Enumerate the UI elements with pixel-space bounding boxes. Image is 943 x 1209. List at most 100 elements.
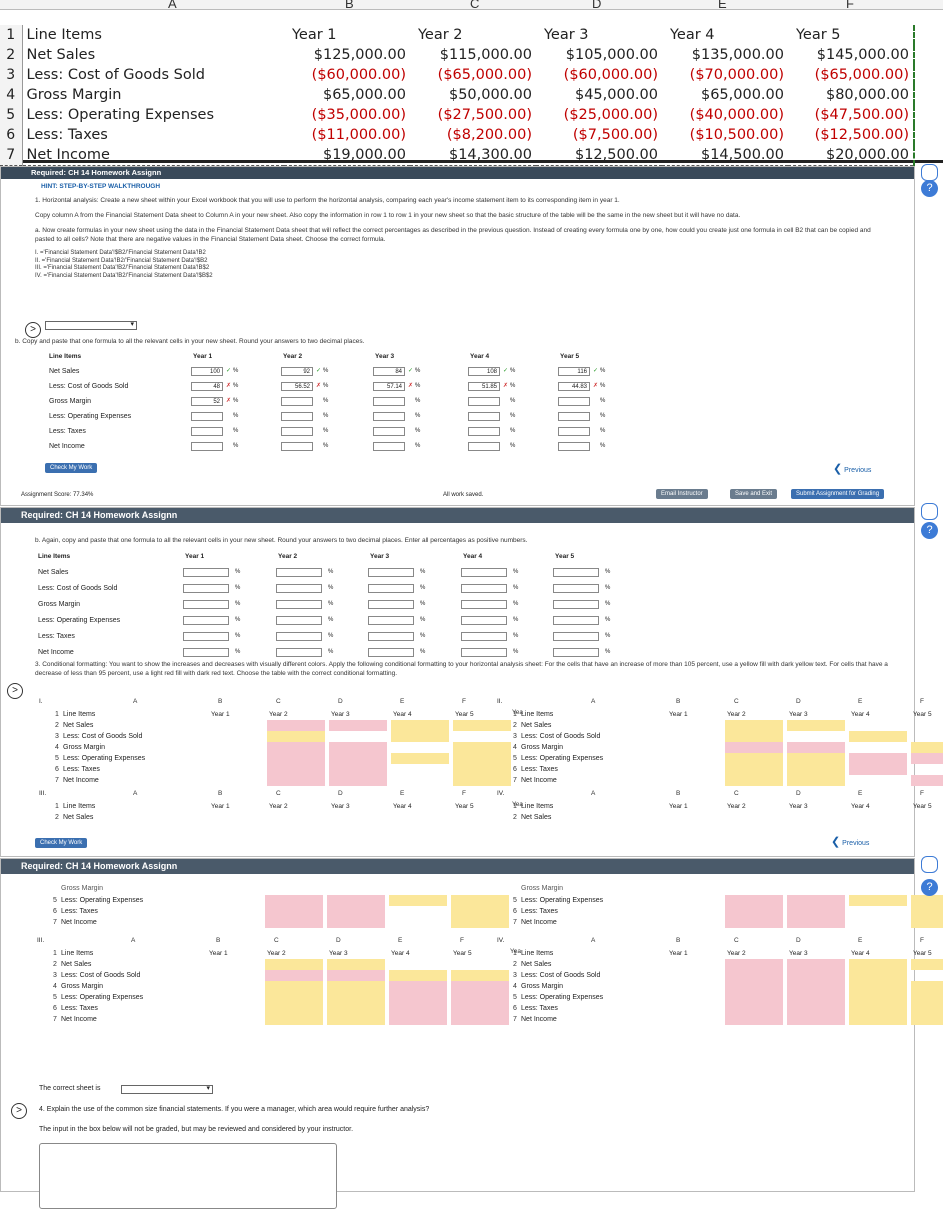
value-cell[interactable]: Year 5 (788, 25, 915, 45)
value-cell[interactable]: Year 2 (418, 27, 463, 43)
check-my-work-button[interactable]: Check My Work (45, 463, 98, 473)
value-cell[interactable]: ($40,000.00) (689, 107, 784, 123)
answer-textarea[interactable] (39, 1143, 337, 1209)
percent-input[interactable] (183, 568, 229, 577)
percent-input[interactable] (368, 632, 414, 641)
percent-input[interactable] (191, 442, 223, 451)
value-cell[interactable]: ($10,500.00) (689, 127, 784, 143)
percent-input[interactable]: 84 (373, 367, 405, 376)
chevron-right-icon[interactable]: > (11, 1103, 27, 1119)
value-cell[interactable]: ($7,500.00) (572, 127, 658, 143)
value-cell[interactable]: ($65,000.00) (437, 67, 532, 83)
value-cell[interactable]: $105,000.00 (565, 47, 658, 63)
percent-input[interactable] (281, 427, 313, 436)
percent-input[interactable] (553, 568, 599, 577)
percent-input[interactable] (373, 427, 405, 436)
percent-input[interactable] (183, 632, 229, 641)
value-cell[interactable]: ($65,000.00) (788, 65, 915, 85)
formula-dropdown[interactable] (45, 320, 137, 330)
line-item-label[interactable]: Net Income (21, 145, 284, 166)
percent-input[interactable] (368, 600, 414, 609)
value-cell[interactable]: Year 3 (544, 27, 589, 43)
chevron-right-icon[interactable]: > (25, 322, 41, 338)
percent-input[interactable] (183, 584, 229, 593)
percent-input[interactable] (553, 632, 599, 641)
percent-input[interactable] (553, 648, 599, 657)
value-cell[interactable]: $65,000.00 (700, 87, 784, 103)
percent-input[interactable] (461, 584, 507, 593)
percent-input[interactable] (183, 600, 229, 609)
help-icon[interactable]: ? (921, 879, 938, 896)
percent-input[interactable] (468, 427, 500, 436)
percent-input[interactable] (368, 568, 414, 577)
help-icon[interactable]: ? (921, 180, 938, 197)
percent-input[interactable]: 48 (191, 382, 223, 391)
percent-input[interactable] (558, 412, 590, 421)
value-cell[interactable]: $135,000.00 (691, 47, 784, 63)
value-cell[interactable]: ($35,000.00) (311, 107, 406, 123)
value-cell[interactable]: $115,000.00 (439, 47, 532, 63)
percent-input[interactable] (461, 616, 507, 625)
percent-input[interactable] (558, 397, 590, 406)
value-cell[interactable]: $80,000.00 (788, 85, 915, 105)
submit-assignment-button[interactable]: Submit Assignment for Grading (791, 489, 885, 499)
side-tab-icon[interactable] (921, 856, 938, 873)
percent-input[interactable] (281, 412, 313, 421)
percent-input[interactable] (461, 600, 507, 609)
percent-input[interactable] (276, 584, 322, 593)
percent-input[interactable] (373, 412, 405, 421)
value-cell[interactable]: $20,000.00 (788, 145, 915, 166)
percent-input[interactable] (191, 427, 223, 436)
percent-input[interactable] (558, 427, 590, 436)
check-my-work-button[interactable]: Check My Work (35, 838, 88, 848)
line-item-label[interactable]: Less: Cost of Goods Sold (21, 65, 284, 85)
value-cell[interactable]: Year 1 (292, 27, 337, 43)
percent-input[interactable]: 56.52 (281, 382, 313, 391)
value-cell[interactable]: ($60,000.00) (563, 67, 658, 83)
value-cell[interactable]: $45,000.00 (574, 87, 658, 103)
percent-input[interactable] (276, 568, 322, 577)
side-tab-icon[interactable] (921, 164, 938, 181)
correct-sheet-dropdown[interactable] (121, 1084, 213, 1094)
percent-input[interactable]: 108 (468, 367, 500, 376)
value-cell[interactable]: ($70,000.00) (689, 67, 784, 83)
save-and-exit-button[interactable]: Save and Exit (730, 489, 778, 499)
percent-input[interactable] (281, 442, 313, 451)
value-cell[interactable]: ($12,500.00) (788, 125, 915, 145)
value-cell[interactable]: $12,500.00 (536, 145, 662, 166)
percent-input[interactable] (461, 648, 507, 657)
value-cell[interactable]: Year 4 (670, 27, 715, 43)
value-cell[interactable]: ($8,200.00) (446, 127, 532, 143)
value-cell[interactable]: $125,000.00 (313, 47, 406, 63)
percent-input[interactable] (191, 412, 223, 421)
percent-input[interactable]: 100 (191, 367, 223, 376)
value-cell[interactable]: ($47,500.00) (788, 105, 915, 125)
previous-link[interactable]: ❮ Previous (831, 835, 869, 848)
line-item-label[interactable]: Net Sales (21, 45, 284, 65)
line-item-label[interactable]: Gross Margin (21, 85, 284, 105)
percent-input[interactable] (183, 648, 229, 657)
percent-input[interactable] (276, 600, 322, 609)
percent-input[interactable] (468, 397, 500, 406)
percent-input[interactable]: 51.85 (468, 382, 500, 391)
percent-input[interactable] (553, 600, 599, 609)
line-item-label[interactable]: Less: Operating Expenses (21, 105, 284, 125)
hint-link[interactable]: HINT: STEP-BY-STEP WALKTHROUGH (41, 183, 161, 190)
percent-input[interactable]: 116 (558, 367, 590, 376)
percent-input[interactable] (373, 442, 405, 451)
percent-input[interactable] (276, 632, 322, 641)
previous-link[interactable]: ❮ Previous (833, 462, 871, 475)
value-cell[interactable]: ($25,000.00) (563, 107, 658, 123)
value-cell[interactable]: $14,500.00 (662, 145, 788, 166)
value-cell[interactable]: $19,000.00 (284, 145, 410, 166)
line-item-label[interactable]: Line Items (21, 25, 284, 45)
value-cell[interactable]: $14,300.00 (410, 145, 536, 166)
email-instructor-button[interactable]: Email Instructor (656, 489, 708, 499)
help-icon[interactable]: ? (921, 522, 938, 539)
chevron-right-icon[interactable]: > (7, 683, 23, 699)
percent-input[interactable]: 92 (281, 367, 313, 376)
percent-input[interactable] (368, 584, 414, 593)
value-cell[interactable]: ($27,500.00) (437, 107, 532, 123)
percent-input[interactable] (281, 397, 313, 406)
percent-input[interactable]: 57.14 (373, 382, 405, 391)
